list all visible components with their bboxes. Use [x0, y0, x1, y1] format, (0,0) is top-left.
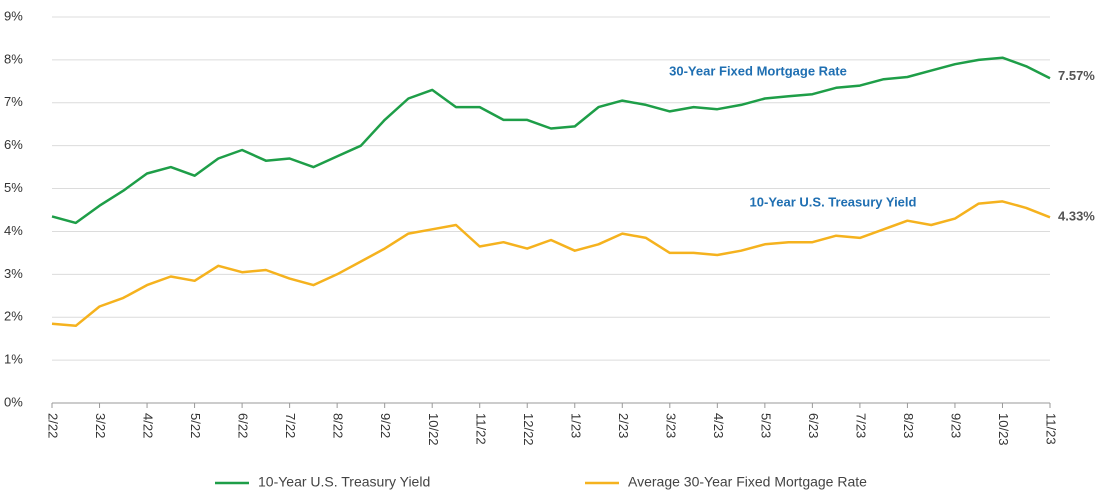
- legend-label: 10-Year U.S. Treasury Yield: [258, 474, 430, 490]
- y-tick-label: 7%: [4, 94, 23, 109]
- x-tick-label: 11/23: [1044, 413, 1059, 445]
- legend-label: Average 30-Year Fixed Mortgage Rate: [628, 474, 867, 490]
- y-tick-label: 9%: [4, 8, 23, 23]
- end-label: 4.33%: [1058, 209, 1095, 224]
- x-tick-label: 4/22: [141, 413, 156, 438]
- x-tick-label: 5/23: [758, 413, 773, 438]
- x-tick-label: 3/23: [663, 413, 678, 438]
- y-tick-label: 1%: [4, 352, 23, 367]
- x-tick-label: 5/22: [188, 413, 203, 438]
- y-tick-label: 4%: [4, 223, 23, 238]
- annotation: 30-Year Fixed Mortgage Rate: [669, 63, 847, 78]
- end-label: 7.57%: [1058, 68, 1095, 83]
- y-tick-label: 2%: [4, 309, 23, 324]
- x-tick-label: 2/22: [46, 413, 61, 438]
- x-tick-label: 2/23: [616, 413, 631, 438]
- y-tick-label: 6%: [4, 137, 23, 152]
- x-tick-label: 7/23: [853, 413, 868, 438]
- x-tick-label: 11/22: [473, 413, 488, 445]
- series-line: [51, 200, 1051, 328]
- x-tick-label: 1/23: [568, 413, 583, 438]
- y-tick-label: 8%: [4, 51, 23, 66]
- x-tick-label: 9/23: [949, 413, 964, 438]
- x-tick-label: 6/22: [236, 413, 251, 438]
- y-tick-label: 5%: [4, 180, 23, 195]
- series-line: [51, 56, 1051, 225]
- x-tick-label: 3/22: [93, 413, 108, 438]
- x-tick-label: 4/23: [711, 413, 726, 438]
- x-tick-label: 12/22: [521, 413, 536, 446]
- x-tick-label: 8/22: [331, 413, 346, 438]
- annotation: 10-Year U.S. Treasury Yield: [750, 194, 917, 209]
- x-tick-label: 7/22: [283, 413, 298, 438]
- x-tick-label: 10/22: [426, 413, 441, 446]
- y-tick-label: 0%: [4, 394, 23, 409]
- x-tick-label: 9/22: [378, 413, 393, 438]
- x-tick-label: 6/23: [806, 413, 821, 438]
- y-tick-label: 3%: [4, 266, 23, 281]
- x-tick-label: 8/23: [901, 413, 916, 438]
- x-tick-label: 10/23: [996, 413, 1011, 446]
